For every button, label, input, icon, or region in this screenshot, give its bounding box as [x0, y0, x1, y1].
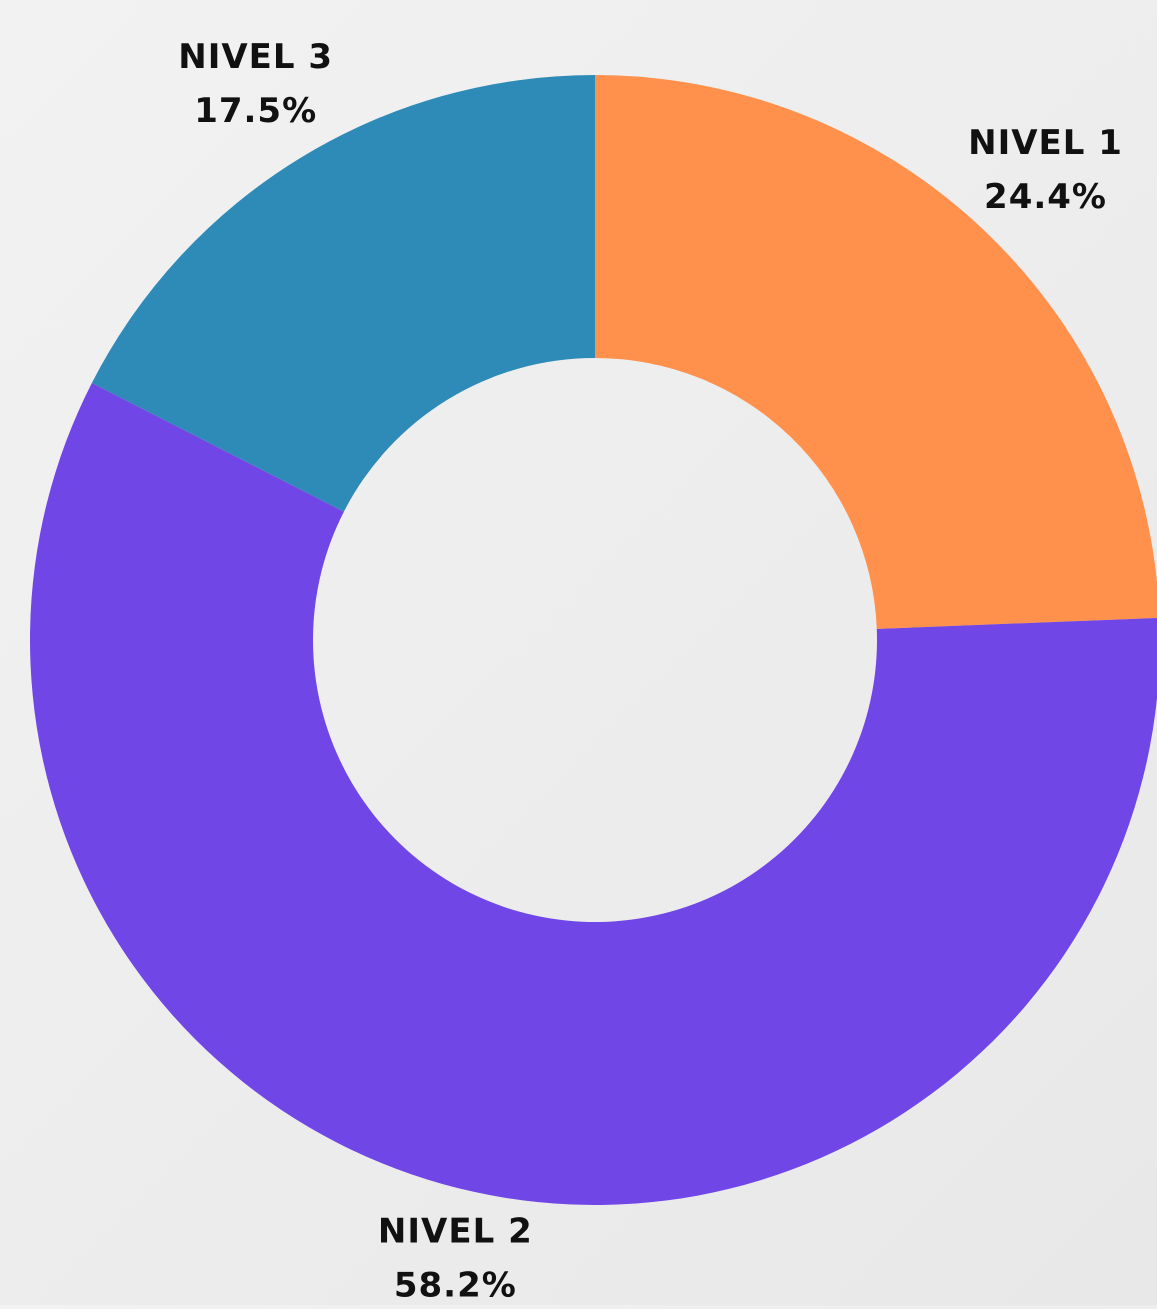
slice-label: NIVEL 2 — [378, 1212, 533, 1252]
slice-value: 17.5% — [194, 91, 317, 131]
slice-value: 58.2% — [394, 1266, 517, 1306]
donut-slice — [595, 75, 1157, 629]
donut-slice — [91, 75, 596, 512]
slice-value: 24.4% — [984, 177, 1107, 217]
donut-slice — [30, 382, 1157, 1205]
slice-label: NIVEL 1 — [968, 123, 1123, 163]
slice-label: NIVEL 3 — [178, 37, 333, 77]
